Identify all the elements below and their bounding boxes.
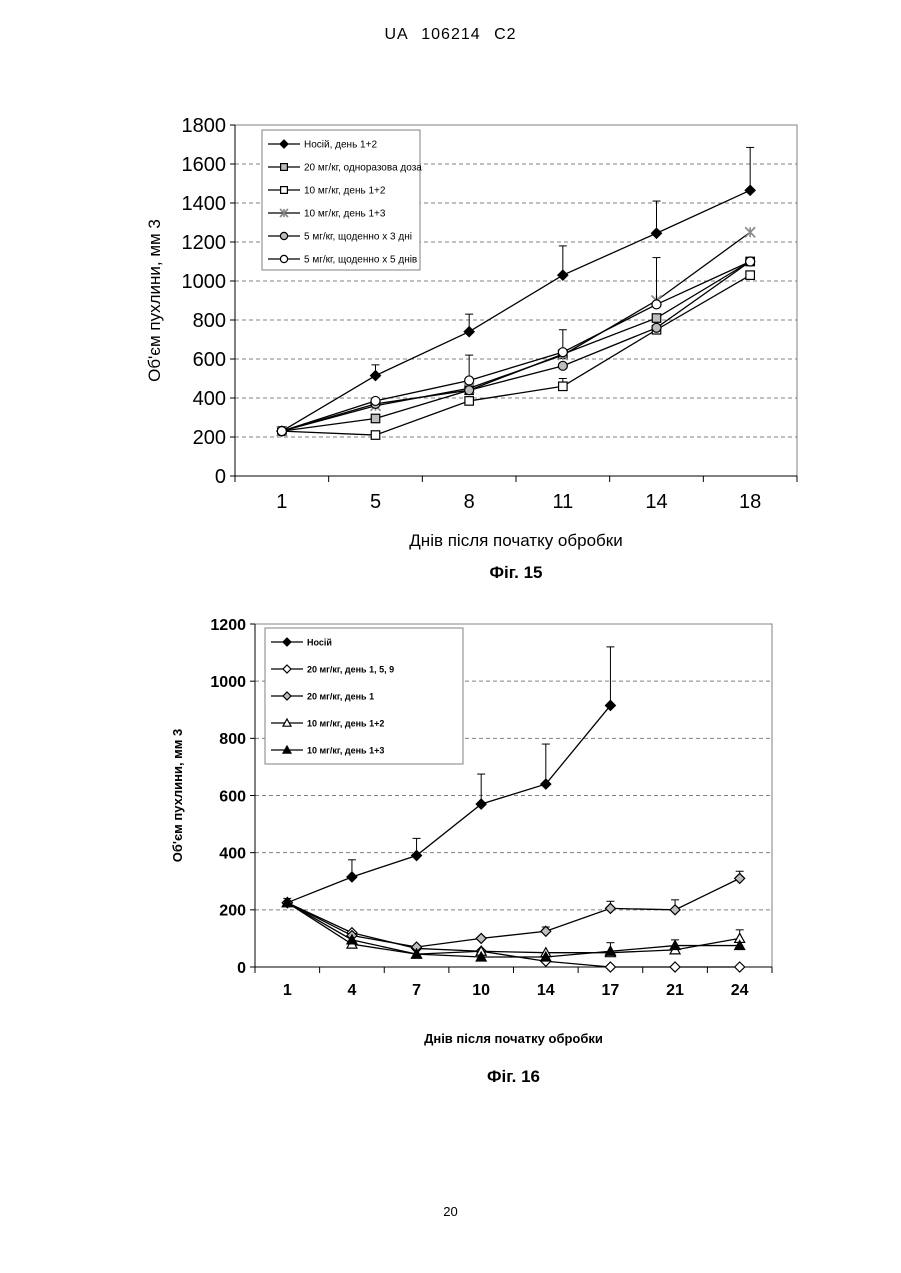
legend-label: 20 мг/кг, день 1, 5, 9 — [307, 665, 394, 675]
x-tick-label: 21 — [666, 982, 684, 999]
y-axis-title: Об'єм пухлини, мм 3 — [170, 729, 185, 863]
x-tick-label: 24 — [731, 982, 749, 999]
data-point — [652, 314, 661, 323]
y-tick-label: 1200 — [182, 232, 227, 254]
data-point — [277, 427, 286, 436]
page-number: 20 — [0, 1204, 901, 1219]
legend-label: 20 мг/кг, день 1 — [307, 692, 374, 702]
legend-marker — [281, 164, 288, 171]
legend-label: Носій, день 1+2 — [304, 140, 377, 151]
x-tick-label: 5 — [370, 491, 381, 513]
data-point — [558, 361, 567, 370]
y-tick-label: 400 — [193, 388, 226, 410]
data-point — [465, 397, 474, 406]
y-tick-label: 1000 — [210, 674, 246, 691]
legend-label: 5 мг/кг, щоденно х 5 днів — [304, 255, 417, 266]
figure-caption: Фіг. 16 — [487, 1067, 540, 1086]
y-tick-label: 0 — [237, 960, 246, 977]
data-point — [652, 323, 661, 332]
x-tick-label: 8 — [464, 491, 475, 513]
legend-label: 10 мг/кг, день 1+2 — [307, 719, 384, 729]
y-tick-label: 600 — [219, 788, 246, 805]
x-axis-title: Днів після початку обробки — [409, 531, 622, 550]
legend: Носій 20 мг/кг, день 1, 5, 9 20 мг/кг, ден… — [265, 628, 463, 764]
legend-label: 20 мг/кг, одноразова доза — [304, 163, 422, 174]
figure-16-chart: 0200400600800100012001471014172124Днів п… — [0, 600, 901, 1100]
y-tick-label: 200 — [193, 427, 226, 449]
data-point — [371, 414, 380, 423]
x-tick-label: 7 — [412, 982, 421, 999]
x-tick-label: 10 — [472, 982, 490, 999]
x-tick-label: 4 — [347, 982, 356, 999]
data-point — [746, 257, 755, 266]
data-point — [652, 300, 661, 309]
legend-box — [262, 130, 420, 270]
data-point — [746, 271, 755, 280]
legend-label: Носій — [307, 638, 332, 648]
figure-caption: Фіг. 15 — [490, 563, 543, 582]
legend-label: 10 мг/кг, день 1+3 — [304, 209, 386, 220]
y-tick-label: 600 — [193, 349, 226, 371]
x-tick-label: 14 — [645, 491, 667, 513]
x-tick-label: 1 — [283, 982, 292, 999]
legend-label: 10 мг/кг, день 1+2 — [304, 186, 386, 197]
legend-label: 5 мг/кг, щоденно х 3 дні — [304, 232, 412, 243]
x-tick-label: 1 — [276, 491, 287, 513]
x-tick-label: 17 — [602, 982, 620, 999]
y-tick-label: 1200 — [210, 617, 246, 634]
y-tick-label: 1600 — [182, 154, 227, 176]
y-tick-label: 1000 — [182, 271, 227, 293]
legend-marker — [280, 255, 287, 262]
x-tick-label: 11 — [552, 491, 573, 513]
data-point — [559, 382, 568, 391]
x-axis-title: Днів після початку обробки — [424, 1031, 603, 1046]
x-tick-label: 18 — [739, 491, 761, 513]
y-tick-label: 1800 — [182, 115, 227, 137]
y-tick-label: 800 — [219, 731, 246, 748]
legend-label: 10 мг/кг, день 1+3 — [307, 746, 384, 756]
data-point — [558, 348, 567, 357]
x-tick-label: 14 — [537, 982, 555, 999]
data-point — [465, 386, 474, 395]
y-tick-label: 400 — [219, 845, 246, 862]
figure-15-chart: 0 200 400 600 800 1000 1200 1400 1600 1800 1 5 8 11 14… — [0, 0, 901, 590]
legend: Носій, день 1+2 20 мг/кг, одноразова доза… — [262, 130, 422, 270]
data-point — [371, 396, 380, 405]
y-tick-label: 0 — [215, 466, 226, 488]
y-tick-label: 1400 — [182, 193, 227, 215]
y-tick-label: 800 — [193, 310, 226, 332]
legend-marker — [281, 187, 288, 194]
y-axis-title: Об'єм пухлини, мм 3 — [145, 219, 164, 382]
data-point — [371, 431, 380, 440]
legend-marker — [280, 232, 287, 239]
data-point — [465, 376, 474, 385]
y-tick-label: 200 — [219, 903, 246, 920]
